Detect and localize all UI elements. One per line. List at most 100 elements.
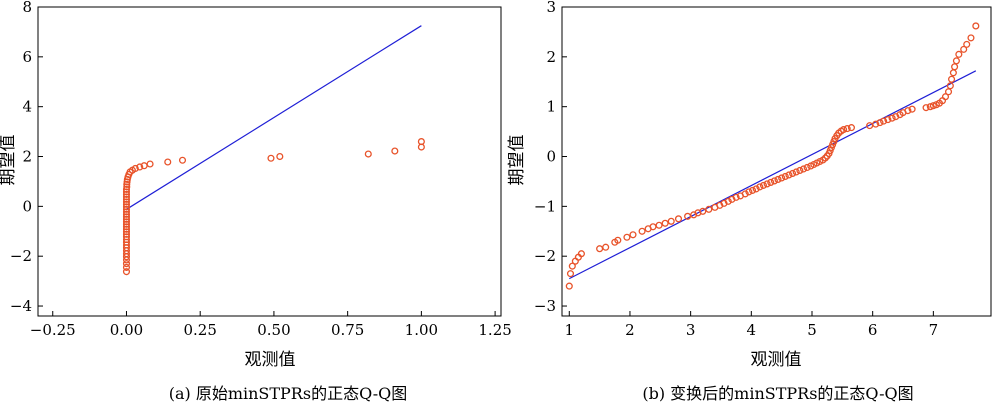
data-point	[122, 220, 131, 228]
x-axis-title: 观测值	[245, 350, 296, 370]
x-tick-label: 1.25	[478, 321, 511, 339]
data-point	[122, 205, 131, 213]
data-point	[941, 93, 950, 101]
data-point	[122, 185, 131, 193]
data-point	[122, 228, 131, 236]
caption: (a) 原始minSTPRs的正态Q-Q图	[169, 384, 408, 403]
qq-plot-original: −0.25 0.00 0.25 0.50 0.75 1.00 1.25 −4 −2 0 2 4 6 8 观…	[0, 0, 512, 403]
x-tick-label: 3	[686, 321, 696, 339]
data-point	[122, 200, 131, 208]
data-point	[667, 217, 675, 225]
data-point	[741, 190, 749, 198]
data-point	[748, 186, 757, 194]
data-point	[803, 163, 811, 172]
y-tick-label: 2	[546, 48, 556, 66]
data-point	[699, 207, 707, 215]
data-point	[872, 120, 880, 128]
data-point	[752, 185, 760, 193]
data-point	[876, 119, 884, 127]
data-point	[122, 215, 131, 223]
data-point	[122, 210, 131, 218]
data-point	[122, 198, 131, 206]
data-point	[926, 103, 934, 111]
x-tick-label: 5	[807, 321, 817, 339]
data-point	[164, 158, 172, 166]
data-point	[888, 114, 896, 122]
data-point	[661, 219, 669, 227]
data-point	[122, 263, 131, 271]
data-point	[122, 195, 131, 203]
data-point	[949, 69, 957, 77]
x-tick-label: 1.00	[405, 321, 438, 339]
data-point	[122, 188, 131, 196]
data-point	[922, 104, 930, 112]
data-point	[724, 197, 732, 205]
data-point	[122, 203, 131, 211]
reference-line	[126, 25, 422, 210]
data-point	[122, 268, 131, 276]
data-point	[884, 116, 892, 124]
data-point	[960, 45, 968, 53]
x-tick-label: 1	[565, 321, 575, 339]
data-point	[967, 34, 975, 42]
y-tick-label: −2	[534, 247, 556, 265]
y-tick-label: −2	[10, 247, 32, 265]
data-point	[566, 270, 575, 278]
data-point	[745, 188, 753, 196]
y-axis-title: 期望值	[507, 135, 527, 186]
x-tick-label: 0.25	[183, 321, 216, 339]
data-point	[629, 231, 637, 239]
data-point	[178, 156, 187, 164]
x-tick-label: 6	[868, 321, 878, 339]
y-tick-label: 6	[22, 48, 32, 66]
data-point	[577, 250, 585, 258]
data-point	[946, 82, 954, 90]
data-point	[948, 75, 956, 83]
data-point	[131, 164, 139, 173]
y-tick-label: −4	[10, 297, 32, 315]
data-point	[759, 181, 768, 189]
y-tick-label: 8	[22, 0, 32, 16]
data-point	[136, 163, 144, 171]
plot-frame	[561, 6, 992, 317]
data-point	[963, 40, 971, 48]
y-tick-label: 0	[22, 197, 32, 215]
y-tick-label: −3	[534, 297, 556, 315]
data-point	[122, 208, 131, 216]
data-point	[596, 245, 604, 253]
x-tick-label: 7	[929, 321, 939, 339]
data-point	[732, 193, 740, 201]
data-point	[767, 178, 775, 186]
data-point	[391, 147, 399, 155]
data-point	[840, 126, 848, 134]
data-point	[756, 183, 764, 191]
x-tick-label: 2	[625, 321, 635, 339]
data-point	[778, 174, 786, 182]
data-point	[944, 88, 953, 96]
data-point	[122, 190, 131, 198]
y-tick-label: 1	[546, 98, 556, 116]
data-point	[821, 154, 829, 162]
caption: (b) 变换后的minSTPRs的正态Q-Q图	[642, 384, 913, 403]
x-tick-label: 0.75	[331, 321, 364, 339]
data-point	[364, 150, 372, 158]
data-point	[571, 257, 579, 265]
data-point	[122, 260, 131, 268]
data-point	[122, 225, 131, 233]
data-point	[781, 172, 789, 181]
data-point	[122, 193, 131, 201]
data-point	[972, 22, 980, 30]
plot-frame	[37, 6, 502, 317]
data-point	[792, 168, 800, 176]
y-tick-label: 0	[546, 148, 556, 166]
data-point	[789, 169, 797, 178]
y-tick-label: 4	[22, 98, 32, 116]
data-point	[770, 177, 778, 185]
data-point	[763, 180, 771, 188]
y-tick-label: −1	[534, 197, 556, 215]
data-point	[843, 125, 851, 133]
data-point	[952, 57, 960, 65]
qq-plot-transformed: 1 2 3 4 5 6 7 −3 −2 −1 0 1 2 3 观测值 期望值 (b) 变换后的minSTP…	[507, 0, 992, 403]
data-point	[847, 124, 855, 132]
